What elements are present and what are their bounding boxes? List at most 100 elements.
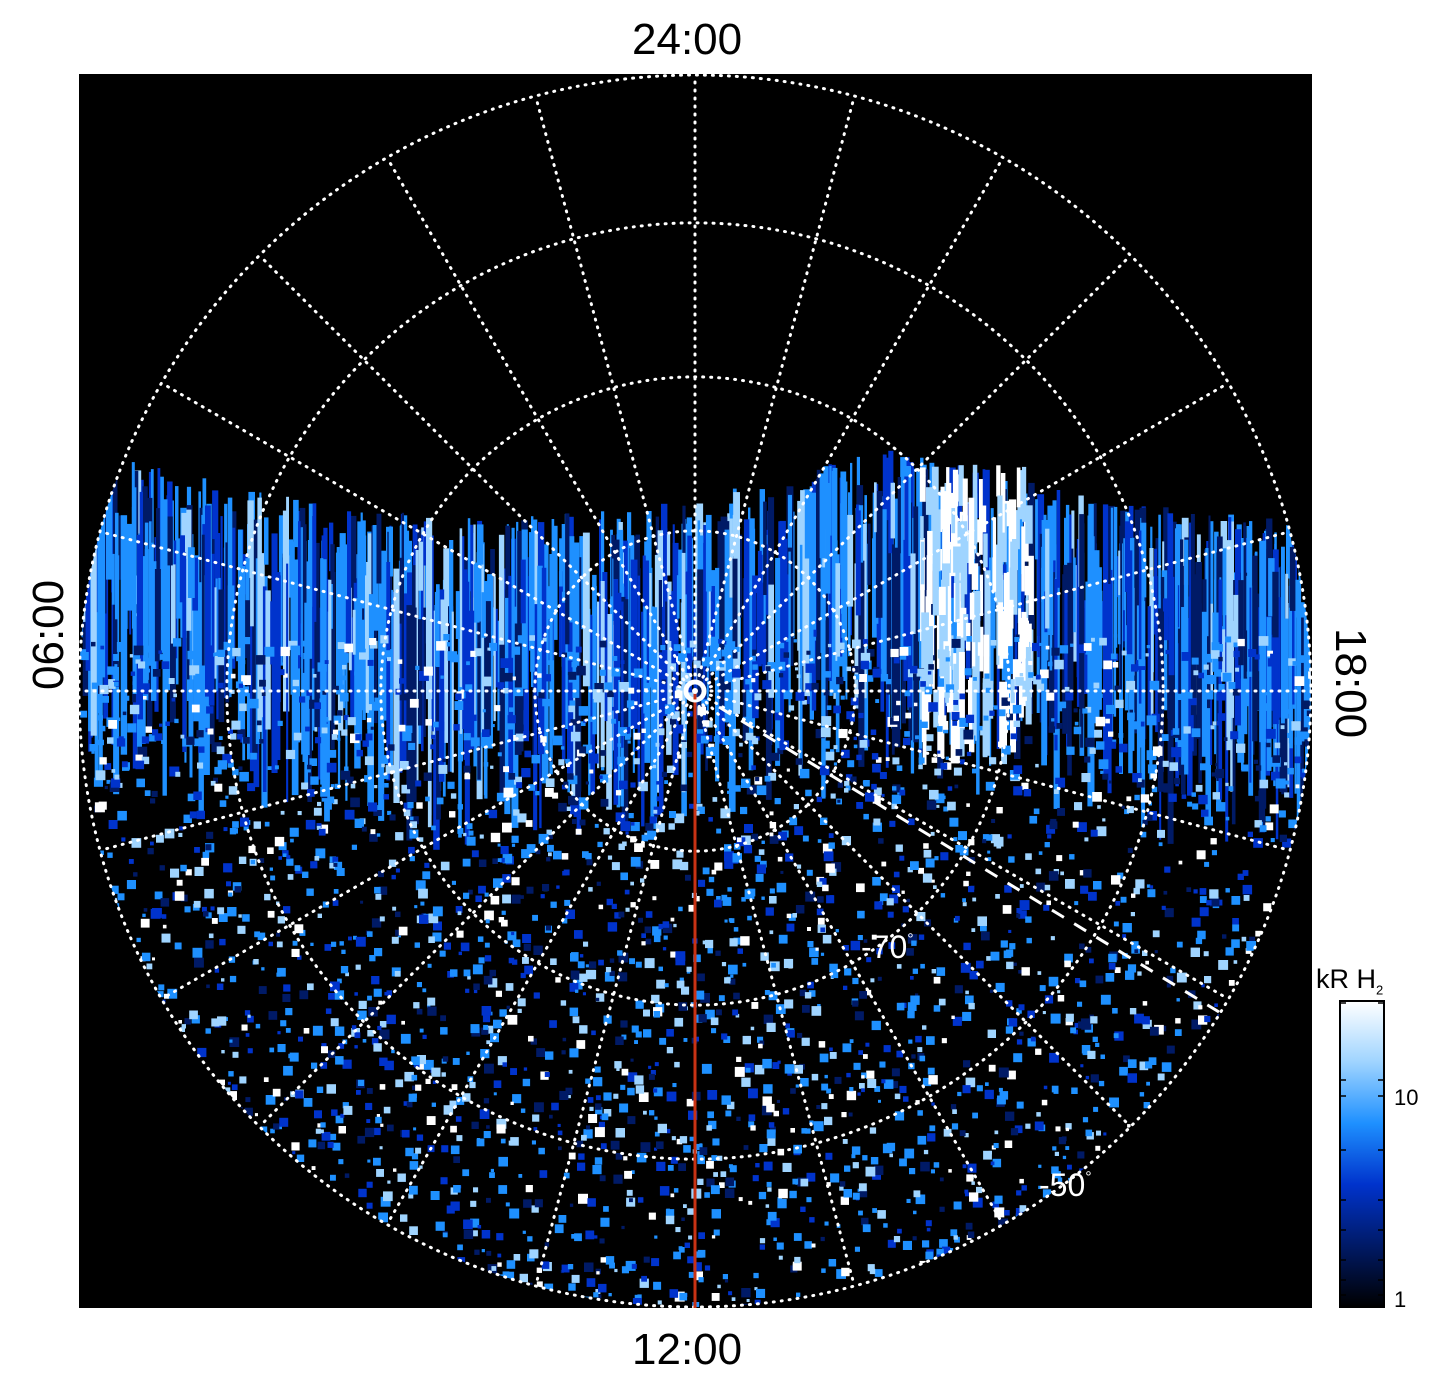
emission-noise-pixel (1026, 937, 1032, 944)
emission-noise-pixel (187, 793, 196, 802)
emission-noise-pixel (771, 752, 780, 761)
emission-noise-pixel (1158, 842, 1163, 847)
emission-noise-pixel (237, 729, 246, 738)
emission-noise-pixel (455, 693, 462, 700)
emission-noise-pixel (679, 1292, 688, 1301)
emission-noise-pixel (1298, 655, 1307, 663)
emission-noise-pixel (561, 1050, 566, 1055)
emission-streak (202, 478, 207, 553)
emission-bright-patch (983, 533, 988, 568)
emission-noise-pixel (811, 1006, 822, 1016)
emission-noise-pixel (1113, 921, 1119, 927)
emission-noise-pixel (845, 785, 851, 791)
emission-noise-pixel (643, 1110, 647, 1115)
emission-noise-pixel (374, 785, 378, 789)
emission-noise-pixel (431, 825, 436, 831)
emission-noise-pixel (533, 992, 540, 999)
emission-noise-pixel (778, 831, 787, 841)
emission-streak (131, 462, 135, 604)
emission-noise-pixel (633, 758, 640, 765)
emission-noise-pixel (962, 1011, 972, 1021)
emission-noise-pixel (785, 1023, 790, 1029)
emission-noise-pixel (1140, 794, 1150, 803)
emission-noise-pixel (907, 934, 918, 944)
emission-noise-pixel (1033, 676, 1042, 685)
emission-noise-pixel (255, 1023, 261, 1029)
emission-noise-pixel (1170, 967, 1176, 974)
emission-streak (1226, 540, 1232, 751)
emission-noise-pixel (538, 692, 545, 699)
emission-noise-pixel (161, 933, 171, 943)
emission-noise-pixel (365, 1102, 373, 1110)
emission-noise-pixel (953, 1201, 962, 1210)
emission-noise-pixel (825, 751, 835, 761)
local-time-label-top: 24:00 (632, 15, 743, 64)
emission-noise-pixel (943, 728, 949, 734)
emission-noise-pixel (741, 778, 751, 788)
emission-noise-pixel (303, 653, 310, 660)
emission-noise-pixel (415, 1084, 422, 1091)
emission-noise-pixel (455, 1116, 462, 1122)
emission-noise-pixel (684, 1242, 690, 1248)
emission-noise-pixel (1172, 728, 1180, 735)
emission-streak (1281, 546, 1285, 724)
emission-noise-pixel (1103, 1132, 1107, 1136)
emission-noise-pixel (497, 1253, 502, 1258)
emission-noise-pixel (725, 1110, 732, 1117)
emission-noise-pixel (569, 1203, 574, 1207)
local-time-label-left: 06:00 (24, 579, 73, 690)
emission-noise-pixel (1098, 693, 1103, 698)
emission-streak (572, 542, 580, 698)
emission-noise-pixel (666, 1091, 677, 1102)
emission-noise-pixel (517, 635, 526, 644)
emission-noise-pixel (317, 662, 327, 672)
emission-noise-pixel (326, 1084, 336, 1094)
emission-streak (829, 466, 832, 536)
emission-noise-pixel (574, 930, 583, 939)
emission-noise-pixel (698, 879, 706, 887)
emission-noise-pixel (639, 1278, 649, 1288)
emission-noise-pixel (1065, 1146, 1070, 1150)
emission-noise-pixel (610, 1140, 620, 1150)
emission-noise-pixel (159, 865, 165, 871)
emission-streak (1071, 510, 1075, 564)
emission-noise-pixel (729, 938, 738, 947)
emission-noise-pixel (750, 1125, 756, 1131)
emission-noise-pixel (1120, 896, 1127, 903)
emission-noise-pixel (824, 1074, 828, 1079)
emission-noise-pixel (953, 700, 959, 705)
emission-noise-pixel (561, 853, 569, 860)
emission-noise-pixel (301, 782, 309, 790)
emission-noise-pixel (558, 1146, 562, 1151)
emission-noise-pixel (847, 760, 855, 768)
emission-noise-pixel (1056, 723, 1063, 729)
emission-noise-pixel (546, 857, 551, 862)
emission-noise-pixel (354, 1045, 358, 1049)
emission-streak (678, 549, 682, 599)
emission-streak (641, 611, 645, 827)
emission-noise-pixel (147, 848, 154, 855)
emission-noise-pixel (178, 832, 183, 837)
emission-noise-pixel (583, 1129, 593, 1139)
emission-streak (1095, 567, 1102, 710)
emission-noise-pixel (666, 765, 675, 773)
emission-noise-pixel (334, 1026, 345, 1036)
emission-noise-pixel (585, 1230, 595, 1240)
emission-noise-pixel (509, 707, 514, 712)
emission-noise-pixel (561, 1264, 570, 1273)
emission-streak (330, 544, 335, 750)
emission-streak (867, 523, 871, 585)
emission-noise-pixel (912, 1236, 917, 1241)
emission-noise-pixel (721, 962, 727, 967)
meridian-line (385, 689, 697, 1226)
emission-streak (1249, 587, 1252, 783)
emission-noise-pixel (817, 1004, 821, 1008)
emission-noise-pixel (705, 1009, 715, 1020)
emission-noise-pixel (673, 644, 681, 651)
emission-noise-pixel (859, 674, 867, 682)
emission-noise-pixel (693, 1262, 702, 1271)
emission-noise-pixel (843, 945, 849, 951)
emission-noise-pixel (696, 1143, 703, 1151)
emission-noise-pixel (107, 737, 114, 744)
emission-noise-pixel (718, 995, 725, 1002)
